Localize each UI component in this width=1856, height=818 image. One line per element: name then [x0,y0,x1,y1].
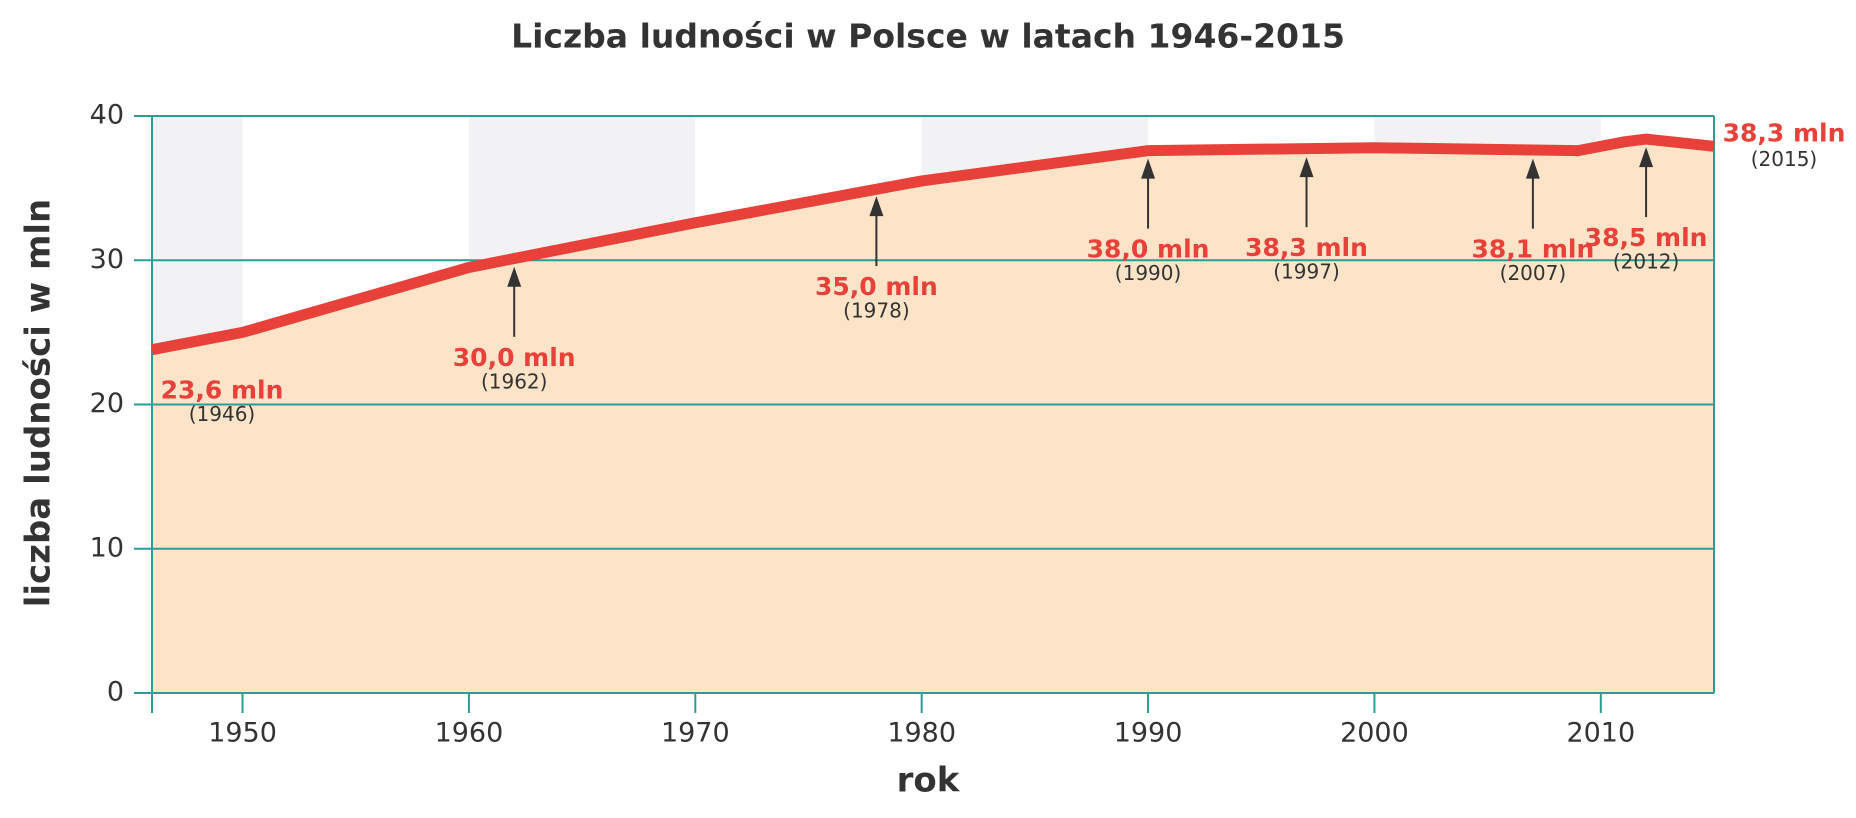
x-axis-label: rok [897,761,961,801]
chart-title: Liczba ludności w Polsce w latach 1946-2… [511,17,1345,56]
x-tick-label: 2010 [1566,718,1635,749]
annotation-label: 38,3 mln [1245,233,1368,262]
x-tick-label: 1970 [661,718,730,749]
annotation-label: 38,5 mln [1585,223,1708,252]
annotation-year: (1946) [189,402,256,426]
annotation-year: (1990) [1115,261,1182,285]
x-tick-label: 1960 [435,718,504,749]
arrow-head [1525,158,1540,179]
annotation-label: 30,0 mln [453,343,576,372]
arrow-head [507,266,522,287]
annotation-label: 35,0 mln [815,272,938,301]
annotation-year: (2007) [1500,261,1567,285]
x-tick-label: 2000 [1340,718,1409,749]
y-axis-label: liczba ludności w mln [19,199,59,608]
y-tick-label: 40 [90,100,124,131]
y-tick-label: 30 [90,244,124,275]
area [152,139,1714,693]
arrow-head [1639,147,1654,168]
x-tick-label: 1950 [208,718,277,749]
arrow-head [1299,157,1314,178]
arrow-head [1141,158,1156,179]
annotation-year: (1962) [481,369,548,393]
y-tick-label: 20 [90,388,124,419]
annotation-label: 38,3 mln [1723,118,1846,147]
annotation-label: 38,0 mln [1087,235,1210,264]
annotation-label: 23,6 mln [161,376,284,405]
line [150,133,1715,356]
x-tick-label: 1990 [1114,718,1183,749]
annotation-year: (2012) [1613,250,1680,274]
annotation-label: 38,1 mln [1471,235,1594,264]
y-tick-label: 0 [107,677,124,708]
x-tick-label: 1980 [887,718,956,749]
annotation-year: (1997) [1273,260,1340,284]
arrow-head [869,196,884,217]
annotation-year: (1978) [843,299,910,323]
annotation-year: (2015) [1751,147,1818,171]
y-tick-label: 10 [90,532,124,563]
